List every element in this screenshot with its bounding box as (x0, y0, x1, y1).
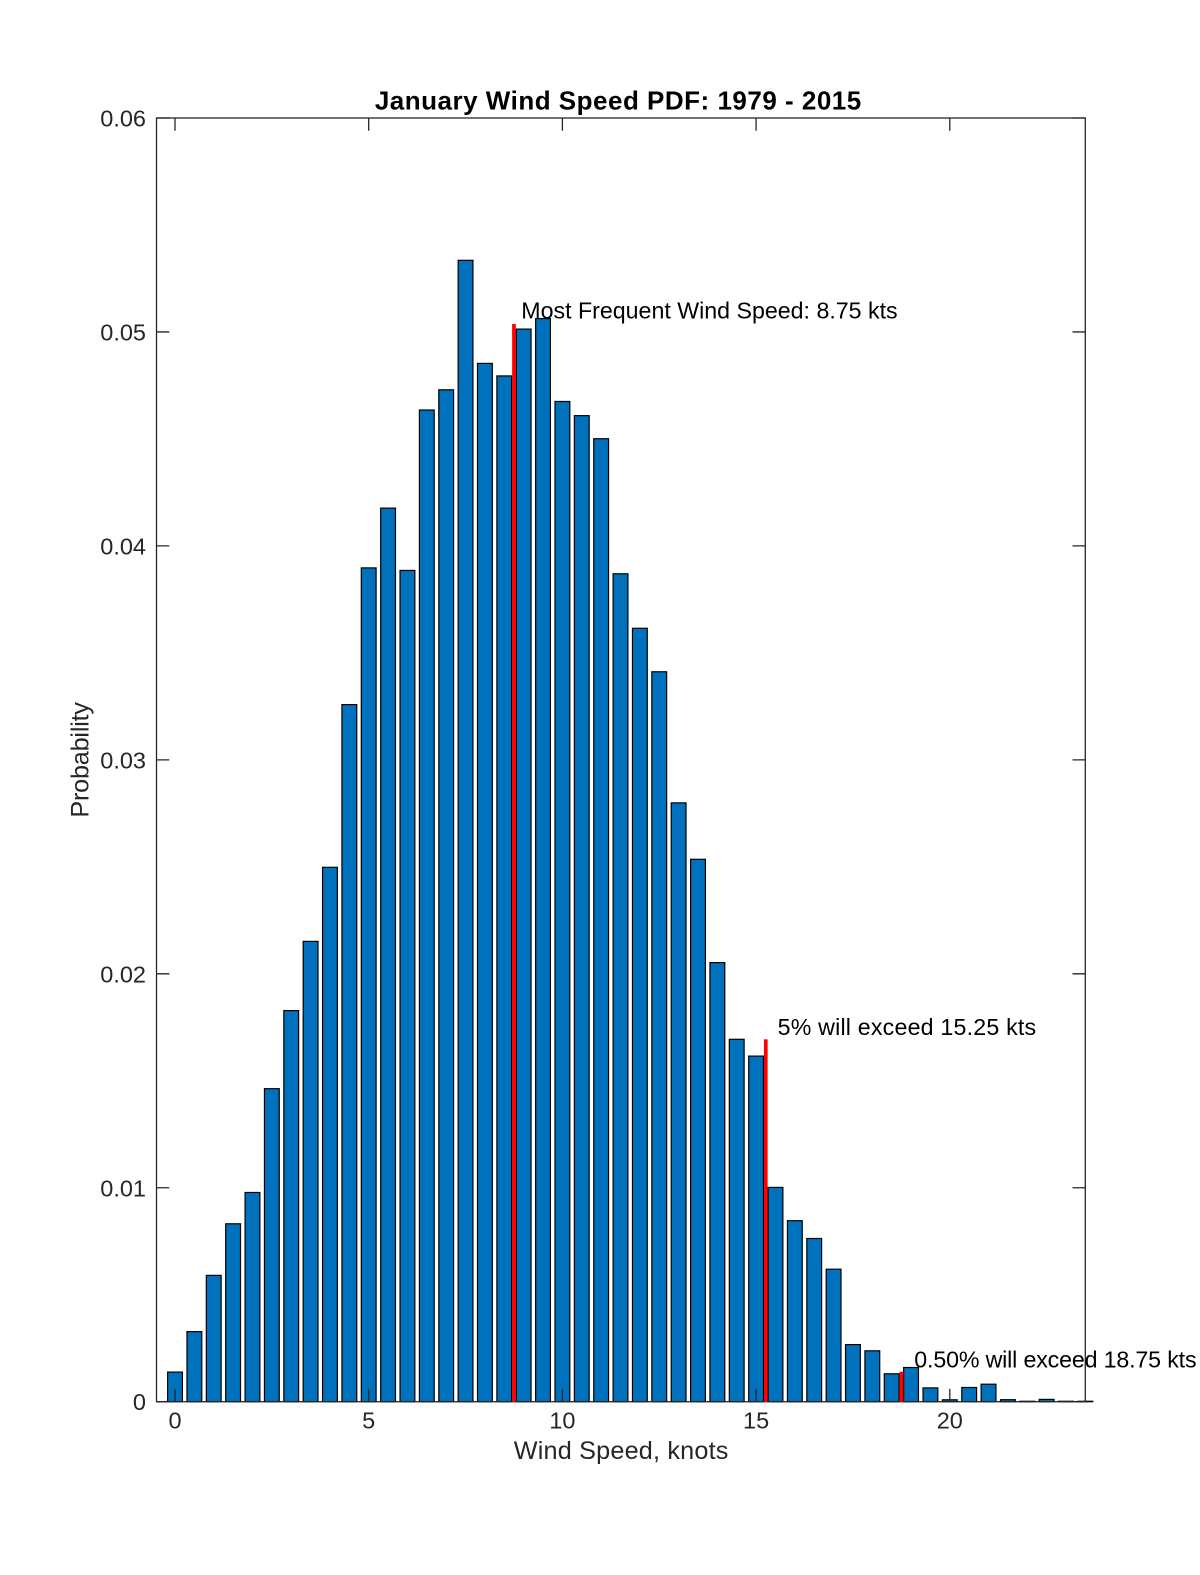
svg-text:0.04: 0.04 (100, 533, 146, 559)
svg-text:Wind Speed, knots: Wind Speed, knots (514, 1437, 729, 1465)
svg-text:10: 10 (549, 1408, 575, 1434)
svg-text:Probability: Probability (66, 702, 94, 818)
svg-text:0: 0 (133, 1389, 146, 1415)
svg-text:0.03: 0.03 (100, 747, 146, 773)
svg-text:January Wind Speed PDF: 1979 -: January Wind Speed PDF: 1979 - 2015 (375, 86, 862, 116)
svg-text:5: 5 (362, 1408, 375, 1434)
svg-text:0.06: 0.06 (100, 106, 146, 132)
svg-text:0.01: 0.01 (100, 1175, 146, 1201)
svg-text:20: 20 (937, 1408, 963, 1434)
svg-text:0.50% will exceed 18.75 kts: 0.50% will exceed 18.75 kts (914, 1347, 1196, 1373)
svg-text:15: 15 (743, 1408, 769, 1434)
svg-text:0.02: 0.02 (100, 961, 146, 987)
svg-text:5% will exceed 15.25 kts: 5% will exceed 15.25 kts (778, 1014, 1037, 1040)
svg-text:0: 0 (168, 1408, 181, 1434)
svg-text:0.05: 0.05 (100, 319, 146, 345)
svg-text:Most Frequent Wind Speed: 8.75: Most Frequent Wind Speed: 8.75 kts (521, 297, 897, 323)
